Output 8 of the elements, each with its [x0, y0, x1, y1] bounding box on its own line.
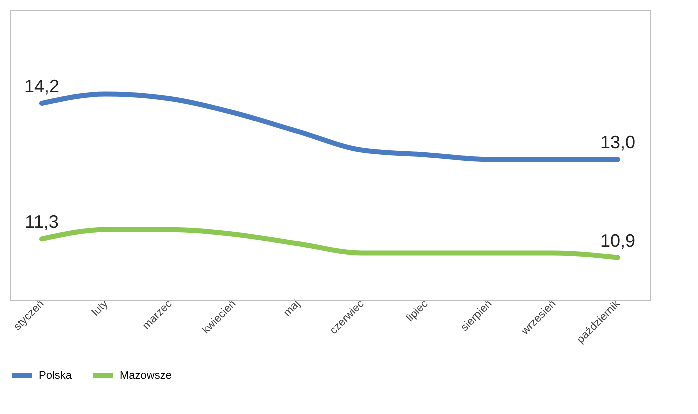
x-tick-label: maj [282, 298, 303, 320]
x-tick-label: luty [90, 298, 112, 319]
data-label: 10,9 [600, 230, 636, 251]
legend-label: Mazowsze [120, 370, 172, 382]
data-label: 11,3 [25, 212, 59, 232]
data-label: 14,2 [24, 76, 60, 97]
legend-label: Polska [39, 370, 73, 382]
data-label: 13,0 [600, 132, 636, 153]
